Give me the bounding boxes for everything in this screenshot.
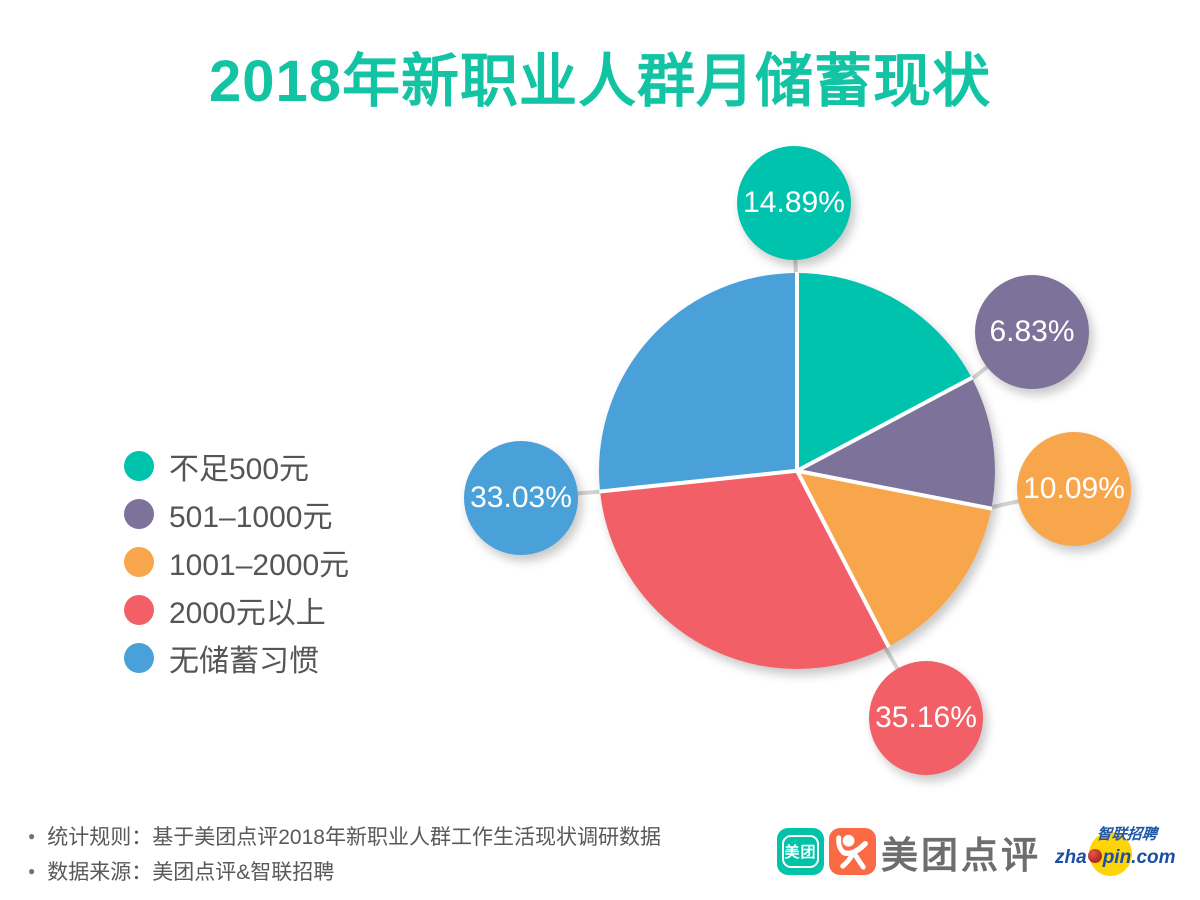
value-label: 6.83% (989, 315, 1075, 348)
footer-note-statistics: ● 统计规则：基于美团点评2018年新职业人群工作生活现状调研数据 (28, 818, 661, 853)
legend-item: 2000元以上 (124, 595, 349, 630)
legend-label: 无储蓄习惯 (169, 645, 319, 678)
legend-label: 不足500元 (169, 453, 310, 486)
brand-logos: 美团 美团点评 智联招聘 zha pin.com (775, 820, 1185, 890)
legend-swatch-purple-icon (124, 499, 154, 529)
value-label: 10.09% (1023, 472, 1125, 505)
legend-label: 501–1000元 (169, 501, 333, 534)
legend-label: 1001–2000元 (169, 549, 350, 582)
legend-item: 无储蓄习惯 (124, 643, 349, 678)
dancing-person-icon (836, 834, 868, 870)
value-bubble-red: 35.16% (869, 661, 983, 775)
footer-note-text: 数据来源：美团点评&智联招聘 (47, 860, 335, 884)
slice-separator (795, 470, 891, 649)
meituan-dianping-wordmark: 美团点评 (881, 835, 1041, 876)
value-label: 14.89% (743, 186, 845, 219)
footer-notes: ● 统计规则：基于美团点评2018年新职业人群工作生活现状调研数据 ● 数据来源… (28, 818, 661, 888)
value-label: 35.16% (875, 701, 977, 734)
zhaopin-en-wordmark: zha pin.com (1055, 847, 1176, 869)
value-bubble-orange: 10.09% (1017, 432, 1131, 546)
meituan-app-icon: 美团 (777, 828, 824, 875)
zhaopin-en-post: pin.com (1102, 847, 1176, 868)
legend-swatch-teal-icon (124, 451, 154, 481)
legend-item: 501–1000元 (124, 499, 349, 534)
slice-separator (796, 375, 974, 473)
legend-swatch-blue-icon (124, 643, 154, 673)
slice-separator (796, 469, 993, 511)
slice-separator (599, 469, 798, 494)
legend-label: 2000元以上 (169, 597, 326, 630)
zhaopin-red-sphere-icon (1087, 849, 1102, 863)
value-bubble-blue: 33.03% (464, 441, 578, 555)
zhaopin-en-pre: zha (1055, 847, 1087, 868)
legend-item: 1001–2000元 (124, 547, 349, 582)
page-title: 2018年新职业人群月储蓄现状 (208, 49, 992, 114)
footer-note-source: ● 数据来源：美团点评&智联招聘 (28, 853, 661, 888)
dianping-app-icon (829, 828, 876, 875)
legend-swatch-red-icon (124, 595, 154, 625)
value-bubble-purple: 6.83% (975, 275, 1089, 389)
legend-swatch-orange-icon (124, 547, 154, 577)
slice-separator (795, 272, 799, 471)
meituan-icon-label: 美团 (782, 835, 819, 868)
pie-chart (599, 272, 995, 669)
zhaopin-logo: 智联招聘 zha pin.com (1053, 820, 1185, 886)
legend: 不足500元 501–1000元 1001–2000元 2000元以上 无储蓄习… (124, 451, 349, 691)
value-label: 33.03% (470, 481, 572, 514)
footer-note-text: 统计规则：基于美团点评2018年新职业人群工作生活现状调研数据 (47, 825, 661, 849)
bullet-icon: ● (28, 863, 36, 878)
legend-item: 不足500元 (124, 451, 349, 486)
zhaopin-cn-wordmark: 智联招聘 (1096, 826, 1158, 843)
value-bubble-teal: 14.89% (737, 146, 851, 260)
bullet-icon: ● (28, 828, 36, 843)
